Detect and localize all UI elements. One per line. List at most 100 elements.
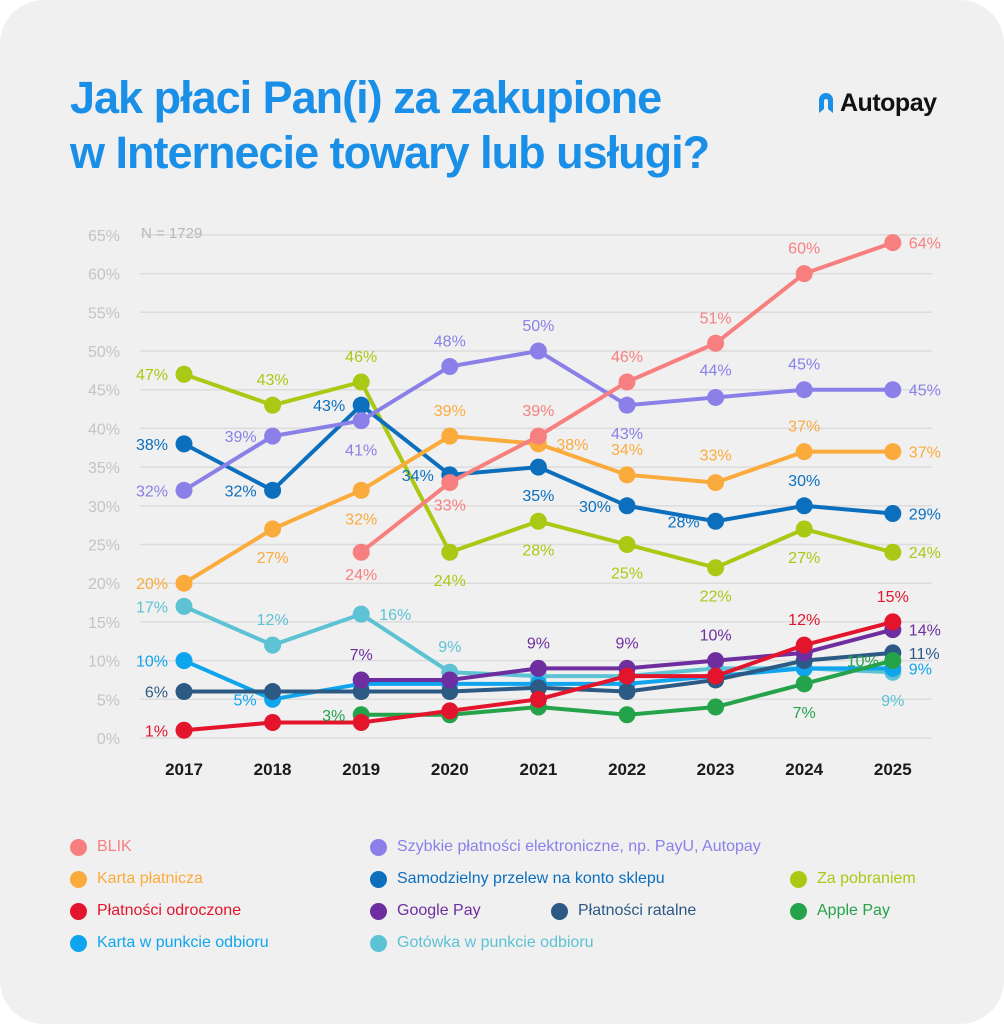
legend-swatch bbox=[370, 870, 387, 888]
data-point bbox=[352, 671, 370, 689]
y-tick-label: 50% bbox=[88, 344, 120, 361]
series-4 bbox=[175, 365, 902, 577]
data-label: 5% bbox=[233, 692, 256, 709]
data-label: 43% bbox=[611, 426, 643, 443]
data-point bbox=[884, 234, 902, 252]
data-label: 9% bbox=[881, 693, 904, 710]
legend-label: Szybkie płatności elektroniczne, np. Pay… bbox=[397, 838, 761, 855]
data-point bbox=[441, 427, 459, 445]
data-label: 34% bbox=[611, 442, 643, 459]
y-tick-label: 55% bbox=[88, 305, 120, 322]
data-label: 17% bbox=[136, 599, 168, 616]
data-label: 27% bbox=[788, 550, 820, 567]
y-tick-label: 25% bbox=[88, 538, 120, 555]
data-point bbox=[529, 342, 547, 360]
legend-swatch bbox=[70, 838, 87, 856]
data-point bbox=[529, 690, 547, 708]
x-tick-label: 2020 bbox=[431, 760, 469, 779]
brand-logo: Autopay bbox=[818, 88, 937, 118]
data-label: 24% bbox=[345, 567, 377, 584]
y-tick-label: 10% bbox=[88, 654, 120, 671]
data-point bbox=[707, 334, 725, 352]
y-tick-label: 65% bbox=[88, 228, 120, 245]
data-point bbox=[529, 512, 547, 530]
legend-item: Gotówka w punkcie odbioru bbox=[370, 934, 594, 952]
legend-label: Samodzielny przelew na konto sklepu bbox=[397, 870, 665, 887]
data-label: 32% bbox=[136, 483, 168, 500]
data-label: 9% bbox=[909, 661, 932, 678]
legend-swatch bbox=[70, 934, 87, 952]
brand-name: Autopay bbox=[840, 88, 937, 117]
data-point bbox=[175, 597, 193, 615]
data-point bbox=[352, 714, 370, 732]
legend-item: Płatności ratalne bbox=[551, 902, 696, 920]
title-line-2: w Internecie towary lub usługi? bbox=[70, 127, 710, 178]
data-label: 45% bbox=[909, 383, 941, 400]
legend-label: Za pobraniem bbox=[817, 870, 916, 887]
data-label: 60% bbox=[788, 241, 820, 258]
data-label: 29% bbox=[909, 507, 941, 524]
data-label: 38% bbox=[136, 437, 168, 454]
data-label: 50% bbox=[522, 318, 554, 335]
legend-label: Płatności odroczone bbox=[97, 902, 242, 919]
x-tick-label: 2022 bbox=[608, 760, 646, 779]
data-point bbox=[352, 481, 370, 499]
data-label: 27% bbox=[257, 550, 289, 567]
legend-item: Karta płatnicza bbox=[70, 870, 203, 888]
data-point bbox=[264, 520, 282, 538]
y-tick-label: 40% bbox=[88, 421, 120, 438]
data-label: 46% bbox=[611, 349, 643, 366]
data-point bbox=[884, 652, 902, 670]
data-label: 43% bbox=[257, 372, 289, 389]
data-point bbox=[618, 497, 636, 515]
data-label: 11% bbox=[909, 646, 940, 663]
data-label: 32% bbox=[345, 511, 377, 528]
data-point bbox=[441, 671, 459, 689]
data-label: 7% bbox=[793, 705, 816, 722]
y-tick-label: 5% bbox=[97, 692, 120, 709]
data-point bbox=[441, 702, 459, 720]
legend-label: BLIK bbox=[97, 838, 132, 855]
data-label: 6% bbox=[145, 685, 168, 702]
data-point bbox=[884, 613, 902, 631]
series-0 bbox=[352, 234, 902, 561]
legend-swatch bbox=[370, 838, 387, 856]
data-point bbox=[884, 381, 902, 399]
data-label: 35% bbox=[522, 488, 554, 505]
data-label: 14% bbox=[909, 623, 941, 640]
data-label: 51% bbox=[700, 310, 732, 327]
data-point bbox=[707, 474, 725, 492]
data-label: 46% bbox=[345, 349, 377, 366]
data-label: 37% bbox=[909, 445, 941, 462]
data-label: 30% bbox=[788, 473, 820, 490]
y-tick-label: 30% bbox=[88, 499, 120, 516]
data-label: 41% bbox=[345, 443, 377, 460]
data-label: 1% bbox=[145, 723, 168, 740]
y-tick-label: 15% bbox=[88, 615, 120, 632]
data-label: 28% bbox=[522, 542, 554, 559]
series-5 bbox=[175, 613, 902, 739]
data-label: 39% bbox=[522, 403, 554, 420]
x-tick-label: 2019 bbox=[342, 760, 380, 779]
data-point bbox=[175, 652, 193, 670]
data-label: 39% bbox=[434, 403, 466, 420]
data-point bbox=[884, 505, 902, 523]
data-label: 9% bbox=[438, 639, 461, 656]
data-label: 32% bbox=[225, 483, 257, 500]
legend-swatch bbox=[370, 902, 387, 920]
data-label: 45% bbox=[788, 357, 820, 374]
data-point bbox=[707, 652, 725, 670]
legend-item: BLIK bbox=[70, 838, 132, 856]
data-label: 3% bbox=[322, 708, 345, 725]
data-label: 34% bbox=[402, 468, 434, 485]
data-point bbox=[264, 683, 282, 701]
data-point bbox=[264, 427, 282, 445]
data-point bbox=[352, 543, 370, 561]
legend-item: Płatności odroczone bbox=[70, 902, 241, 920]
legend-label: Karta w punkcie odbioru bbox=[97, 934, 269, 951]
data-point bbox=[175, 435, 193, 453]
data-point bbox=[264, 714, 282, 732]
